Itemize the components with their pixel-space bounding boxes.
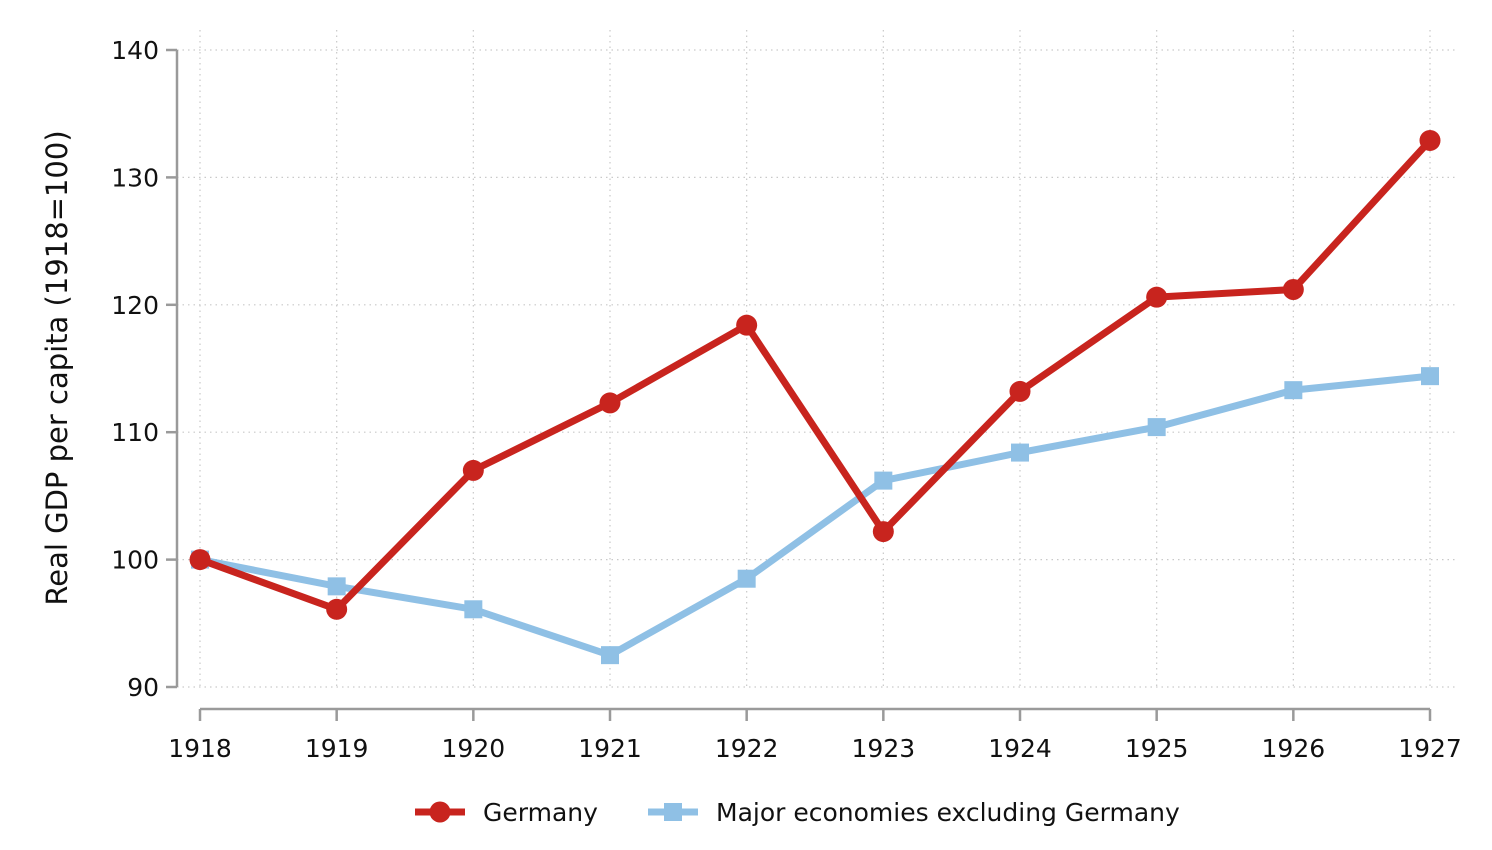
x-tick-label: 1920 <box>442 734 506 763</box>
x-ticks: 1918 1919 1920 1921 1922 1923 1924 1925 1926 1927 <box>168 709 1462 763</box>
data-point-germany <box>1282 279 1304 301</box>
data-point-germany <box>1419 129 1441 151</box>
data-point-major-economies-excluding-germany <box>1421 367 1439 386</box>
x-tick-label: 1923 <box>852 734 916 763</box>
series-line-germany <box>196 136 1434 613</box>
data-point-germany <box>599 392 621 414</box>
data-point-germany <box>872 521 894 543</box>
y-tick-label: 120 <box>111 291 159 320</box>
x-tick-label: 1922 <box>715 734 779 763</box>
y-tick-label: 140 <box>111 36 159 65</box>
data-point-germany <box>1146 286 1168 308</box>
data-point-germany <box>1009 380 1031 402</box>
legend-marker <box>429 801 451 823</box>
data-point-germany <box>736 314 758 336</box>
x-tick-label: 1918 <box>168 734 232 763</box>
x-tick-label: 1924 <box>988 734 1052 763</box>
legend-label: Major economies excluding Germany <box>716 798 1180 827</box>
data-point-major-economies-excluding-germany <box>737 569 756 588</box>
y-tick-label: 130 <box>111 163 159 192</box>
data-point-major-economies-excluding-germany <box>1011 443 1029 462</box>
data-point-germany <box>462 459 484 481</box>
x-tick-label: 1926 <box>1262 734 1326 763</box>
y-axis-title: Real GDP per capita (1918=100) <box>40 130 74 605</box>
y-tick-label: 90 <box>127 673 159 702</box>
data-point-germany <box>189 549 211 571</box>
legend-marker <box>664 803 682 821</box>
y-ticks: 90 100 110 120 130 140 <box>111 36 177 702</box>
data-point-major-economies-excluding-germany <box>464 600 483 619</box>
y-tick-label: 110 <box>111 418 159 447</box>
data-point-germany <box>326 598 348 620</box>
legend: Germany Major economies excluding Germany <box>415 798 1180 827</box>
x-tick-label: 1919 <box>305 734 369 763</box>
data-point-major-economies-excluding-germany <box>1284 381 1303 400</box>
series <box>189 129 1441 665</box>
data-point-major-economies-excluding-germany <box>874 471 893 490</box>
legend-label: Germany <box>483 798 598 827</box>
data-point-major-economies-excluding-germany <box>601 646 619 665</box>
data-point-major-economies-excluding-germany <box>327 577 346 596</box>
series-line-major-economies-excluding-germany <box>196 372 1434 659</box>
x-tick-label: 1921 <box>578 734 642 763</box>
data-point-major-economies-excluding-germany <box>1147 418 1166 437</box>
axes <box>175 50 1430 711</box>
x-tick-label: 1925 <box>1125 734 1189 763</box>
x-tick-label: 1927 <box>1398 734 1462 763</box>
y-tick-label: 100 <box>111 546 159 575</box>
